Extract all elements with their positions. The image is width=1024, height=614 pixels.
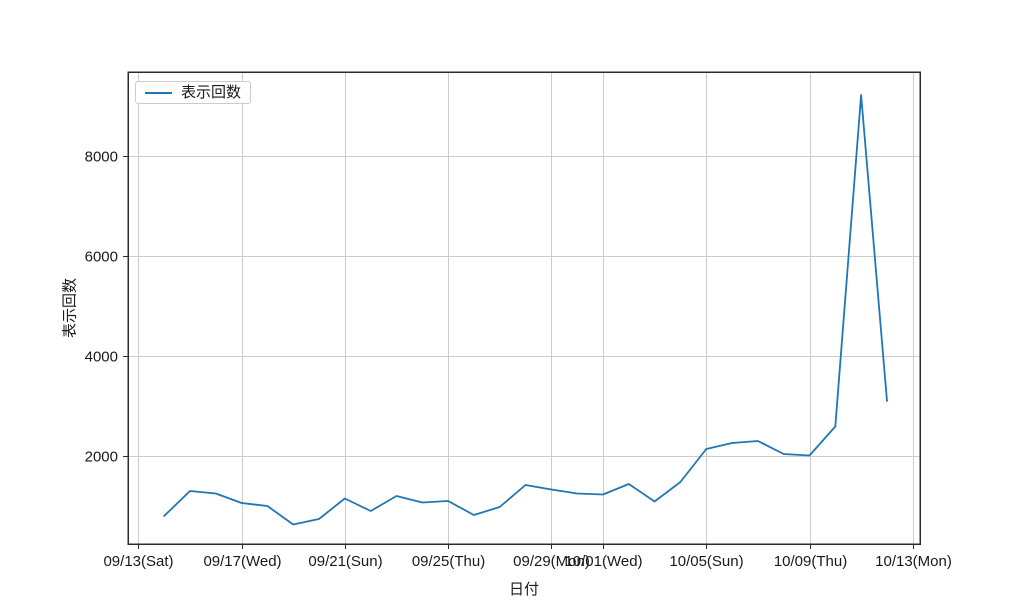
y-tick-label: 2000 (85, 449, 118, 466)
x-tick-label: 10/09(Thu) (774, 553, 847, 570)
legend-label: 表示回数 (181, 84, 242, 101)
legend-line-swatch (145, 91, 172, 94)
x-tick-label: 09/25(Thu) (412, 553, 485, 570)
x-tick-label: 10/01(Wed) (564, 553, 642, 570)
x-tick-label: 09/13(Sat) (103, 553, 173, 570)
y-tick-label: 4000 (85, 349, 118, 366)
x-tick-label: 10/13(Mon) (875, 553, 952, 570)
legend: 表示回数 (135, 81, 252, 104)
x-axis-title: 日付 (508, 581, 539, 598)
y-tick-label: 8000 (85, 149, 118, 166)
x-tick-label: 09/29(Mon) (513, 553, 590, 570)
x-tick-label: 09/21(Sun) (308, 553, 382, 570)
data-series-line (163, 94, 888, 526)
plot-border (127, 71, 921, 545)
y-axis-title: 表示回数 (61, 277, 79, 339)
y-tick-label: 6000 (85, 249, 118, 266)
x-tick-label: 09/17(Wed) (203, 553, 281, 570)
x-tick-label: 10/05(Sun) (669, 553, 743, 570)
